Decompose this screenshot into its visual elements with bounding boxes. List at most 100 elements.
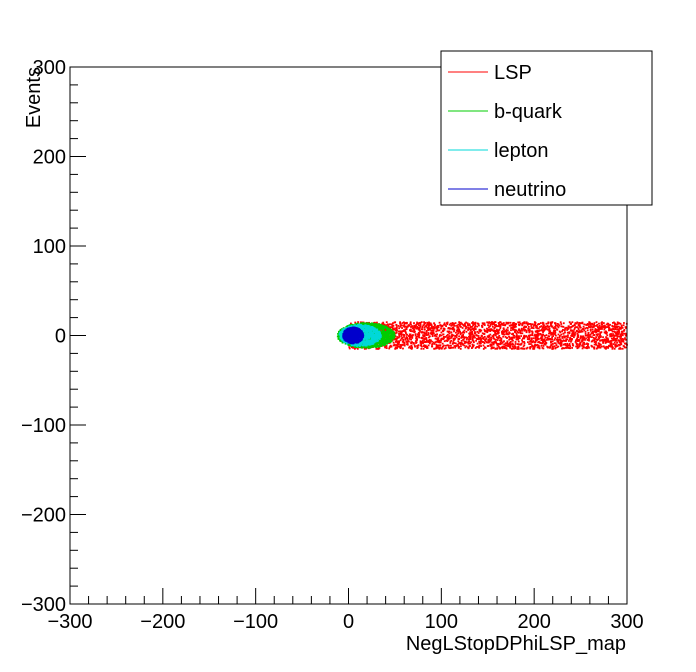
data-point [528,337,531,340]
data-point [513,321,515,324]
data-point [570,339,573,342]
data-point [465,330,468,333]
data-point [453,330,455,333]
data-point [529,329,531,332]
data-point [527,338,530,341]
data-point [595,341,597,343]
data-point [451,333,453,336]
data-point [522,326,525,329]
data-point [578,330,581,332]
data-point [389,338,392,340]
data-point [497,336,500,339]
data-point [379,333,382,336]
data-point [613,325,616,328]
data-point [549,345,552,348]
data-point [580,329,583,332]
data-point [554,327,557,330]
data-point [377,331,380,334]
data-point [535,344,538,347]
data-point [537,338,540,340]
data-point [394,346,397,349]
data-point [616,333,619,336]
data-point [368,329,371,332]
data-point [454,342,457,345]
data-point [359,324,362,327]
data-point [622,324,625,327]
data-point [452,341,455,344]
data-point [378,338,381,340]
data-point [480,345,482,347]
data-point [594,342,597,345]
data-point [370,335,373,338]
data-point [367,333,370,336]
data-point [410,345,413,348]
data-point [536,330,538,333]
data-point [416,325,419,328]
data-point [496,344,499,347]
data-point [596,323,599,326]
data-point [339,329,342,332]
data-point [610,337,613,340]
data-point [339,332,341,334]
data-point [372,324,375,327]
data-point [354,325,357,328]
data-point [389,341,392,343]
data-point [613,321,615,324]
data-point [429,332,432,334]
data-point [606,322,609,325]
data-point [616,330,619,333]
data-point [341,339,344,342]
data-point [553,330,556,333]
data-point [502,322,505,324]
data-point [431,329,433,332]
data-point [561,347,563,350]
data-point [604,326,607,329]
data-point [481,326,484,329]
data-point [364,333,367,335]
data-point [502,345,504,348]
data-point [610,329,613,332]
data-point [424,332,426,335]
data-point [471,333,473,336]
data-point [510,336,513,339]
data-point [376,327,379,330]
data-point [575,345,578,348]
data-point [550,343,553,346]
data-point [488,335,491,338]
data-point [623,328,626,331]
data-point [575,322,578,325]
data-point [576,333,579,335]
data-point [373,330,375,333]
data-point [400,324,402,327]
data-point [393,328,396,331]
data-point [388,339,391,342]
data-point [422,342,425,344]
data-point [540,339,543,341]
data-point [535,330,537,333]
data-point [527,329,530,332]
data-point [366,328,369,331]
data-point [559,321,562,324]
data-point [417,331,420,334]
data-point [367,336,370,339]
data-point [567,336,569,338]
data-point [604,339,607,342]
data-point [552,347,554,350]
data-point [434,323,436,326]
data-point [576,345,579,348]
data-point [530,343,532,345]
data-point [452,323,455,325]
data-point [568,338,571,341]
data-point [557,326,560,329]
data-point [381,342,384,344]
data-point [553,338,556,341]
data-point [583,336,585,339]
data-point [616,321,619,324]
data-point [597,338,600,341]
data-point [620,325,623,328]
data-point [363,330,366,333]
data-point [360,342,363,345]
data-point [392,330,394,333]
data-point [446,330,449,333]
data-point [442,330,444,332]
